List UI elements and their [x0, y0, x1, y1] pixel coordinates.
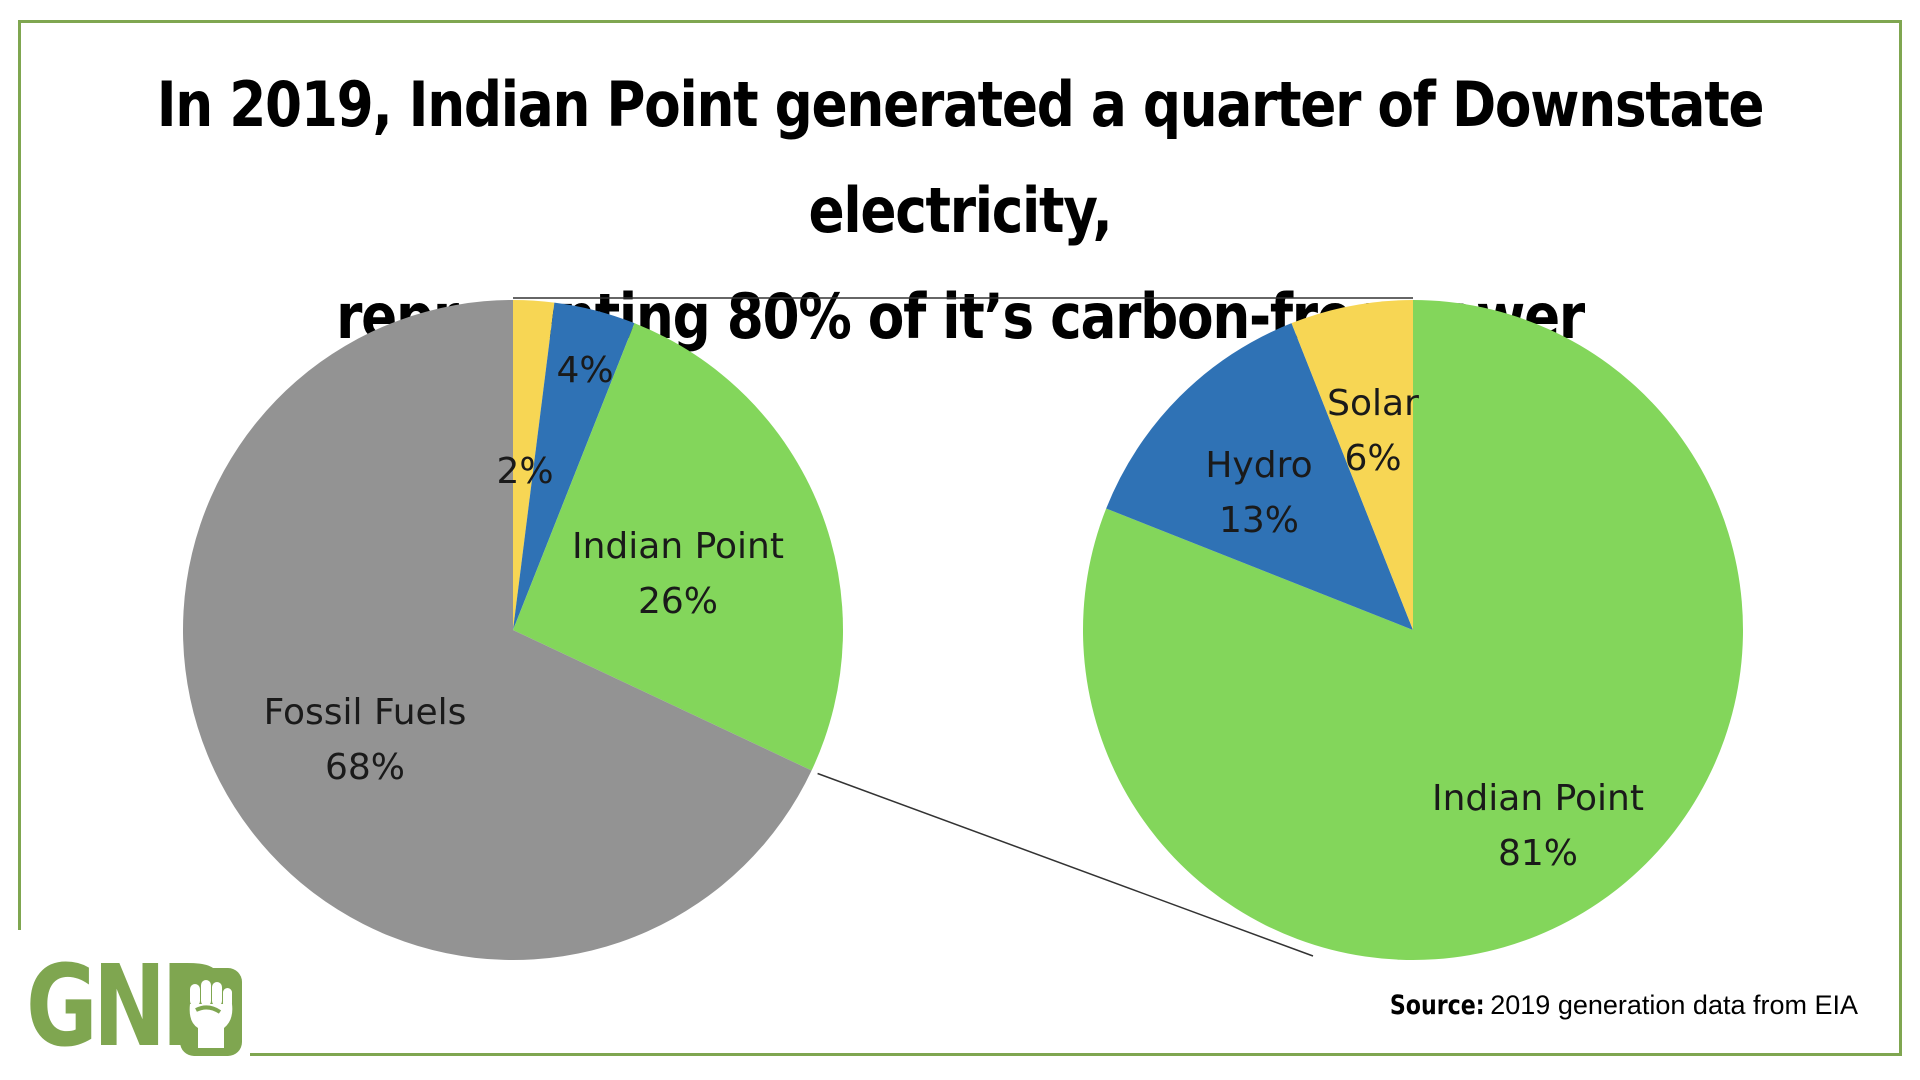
pie2-label-0-name: Indian Point [1432, 778, 1644, 819]
title-line-1: In 2019, Indian Point generated a quarte… [156, 68, 1765, 247]
pie1-slice-2-indian-point [513, 323, 843, 771]
pie2-label-2-value: 6% [1344, 438, 1401, 479]
pie2-label-0: Indian Point 81% [1432, 778, 1644, 874]
pie1-label-1: 4% [556, 350, 613, 391]
pie2-label-2: Solar 6% [1327, 383, 1419, 479]
source-text: 2019 generation data from EIA [1490, 990, 1858, 1020]
pie1-label-2-value: 26% [638, 581, 718, 622]
pie1-slice-1-4- [513, 302, 635, 630]
pie2-slice-2-solar [1291, 300, 1413, 630]
pie1-label-3: Fossil Fuels 68% [264, 692, 467, 788]
pie2-label-0-value: 81% [1498, 833, 1578, 874]
pie1-slice-3-fossil-fuels [183, 300, 812, 960]
pie2-label-1-name: Hydro [1205, 445, 1312, 486]
source-label: Source: [1389, 990, 1485, 1021]
pie1-label-2-name: Indian Point [572, 526, 784, 567]
source-note: Source: 2019 generation data from EIA [1369, 990, 1858, 1021]
pie2-label-2-name: Solar [1327, 383, 1419, 424]
pie1-label-0: 2% [496, 451, 553, 492]
pie1-label-3-name: Fossil Fuels [264, 692, 467, 733]
pie1-slice-0-2- [513, 300, 555, 630]
connector-line-bottom [817, 772, 1314, 957]
slide-frame [18, 20, 1902, 1056]
pie1-label-3-value: 68% [325, 747, 405, 788]
gnd-logo: GND [26, 951, 287, 1063]
raised-fist-icon [180, 968, 242, 1056]
pie2-label-1: Hydro 13% [1205, 445, 1312, 541]
pie2-slice-1-hydro [1106, 323, 1413, 630]
pie2-label-1-value: 13% [1219, 500, 1299, 541]
pie1-label-2: Indian Point 26% [572, 526, 784, 622]
pie2-slice-0-indian-point [1082, 300, 1743, 960]
